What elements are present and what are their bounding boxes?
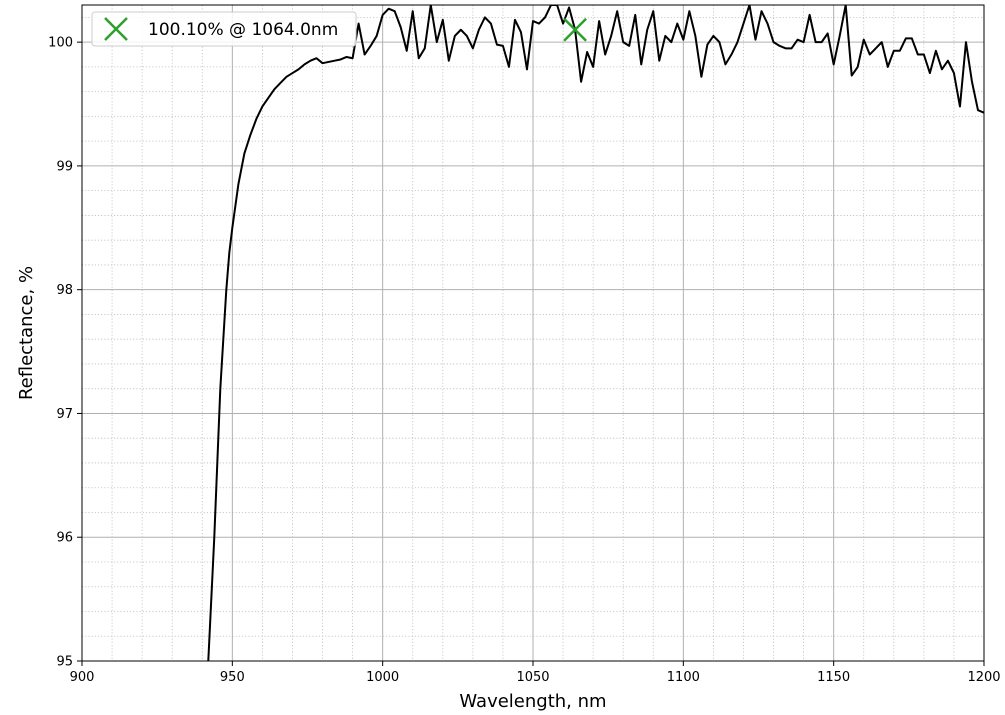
series-layer xyxy=(207,5,984,661)
legend: 100.10% @ 1064.0nm xyxy=(91,11,357,47)
x-tick-label: 1050 xyxy=(516,670,549,685)
x-tick-label: 1000 xyxy=(366,670,399,685)
y-tick-label: 99 xyxy=(56,159,73,174)
y-axis-label: Reflectance, % xyxy=(16,266,37,400)
x-tick-label: 950 xyxy=(220,670,245,685)
y-tick-label: 100 xyxy=(48,36,73,51)
x-tick-label: 1150 xyxy=(817,670,850,685)
legend-box xyxy=(91,11,357,47)
x-axis-label: Wavelength, nm xyxy=(459,691,606,712)
marker-layer xyxy=(563,17,587,42)
legend-marker-icon xyxy=(104,17,128,41)
x-tick-label: 900 xyxy=(70,670,95,685)
x-tick-label: 1200 xyxy=(967,670,1000,685)
marker-stroke xyxy=(563,17,587,42)
x-tick-label: 1100 xyxy=(667,670,700,685)
legend-marker-stroke xyxy=(104,17,128,41)
legend-label: 100.10% @ 1064.0nm xyxy=(148,20,338,40)
marker-x-icon xyxy=(563,17,587,42)
y-tick-label: 97 xyxy=(56,407,73,422)
y-tick-label: 95 xyxy=(56,655,73,670)
y-tick-label: 96 xyxy=(56,531,73,546)
ticks: 900 950 1000 1050 1100 1150 1200 95 96 97 98 99 100 xyxy=(48,36,1000,685)
y-tick-label: 98 xyxy=(56,283,73,298)
reflectance-series-line xyxy=(207,5,984,661)
grid xyxy=(81,5,985,662)
